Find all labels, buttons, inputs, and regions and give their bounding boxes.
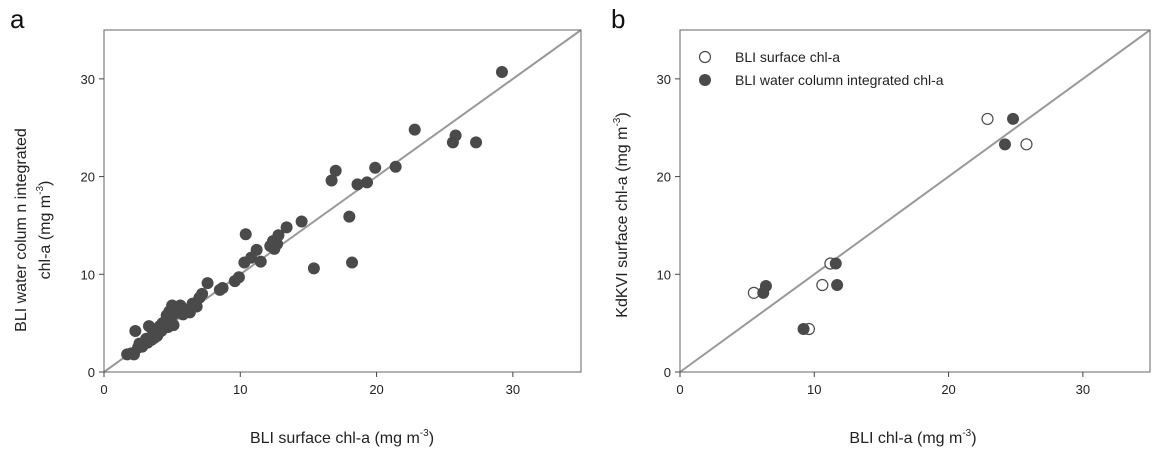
panel-b-x-axis-unit-close: ) (971, 430, 976, 447)
panel-a-y-axis-label-line2: chl-a (mg m-3) (35, 181, 54, 280)
panel-a-data-point (272, 229, 285, 242)
panel-b-one-to-one-line (679, 29, 1151, 373)
panel-a-y-axis-title: chl-a (37, 245, 54, 280)
panel-a-x-ticks: 0 10 20 30 (100, 372, 520, 397)
panel-a-data-point (449, 129, 462, 142)
panel-b-surface-point (981, 112, 994, 126)
panel-b-plot-frame (679, 29, 1151, 373)
panel-b-y-tick-label: 0 (664, 365, 671, 380)
panel-b-y-axis-unit-close: ) (614, 112, 631, 117)
panel-b-water-column-point (829, 257, 842, 270)
panel-b-legend: BLI surface chl-a BLI water column integ… (698, 49, 944, 88)
panel-b-y-tick-label: 10 (657, 267, 671, 282)
panel-a-data-point (216, 281, 229, 294)
panel-a-x-tick-label: 20 (369, 382, 383, 397)
panel-b-points (747, 112, 1033, 336)
panel-a-y-axis-unit: (mg m (37, 195, 54, 240)
panel-a-data-point (239, 228, 252, 241)
panel-b-y-axis-title: KdKVI surface chl-a (614, 176, 631, 318)
legend-filled-circle-icon (699, 74, 711, 86)
panel-a-x-tick-label: 10 (233, 382, 247, 397)
panel-a-y-tick-label: 0 (88, 365, 95, 380)
panel-a-data-point (351, 178, 364, 191)
panel-a-x-axis-label: BLI surface chl-a (mg m-3) (250, 428, 434, 447)
panel-a-data-point (329, 164, 342, 177)
panel-a-y-tick-label: 10 (81, 267, 95, 282)
panel-a-x-axis-unit-exponent: -3 (420, 428, 429, 439)
panel-a-data-point (254, 255, 267, 268)
panel-b-y-axis-unit: (mg m (614, 127, 631, 172)
panel-b-x-axis-title: BLI chl-a (849, 430, 912, 447)
panel-a-data-point (232, 271, 245, 284)
panel-a-y-tick-label: 20 (81, 170, 95, 185)
legend-label-surface: BLI surface chl-a (735, 49, 840, 65)
panel-a-data-point (196, 287, 209, 300)
panel-b-y-tick-label: 30 (657, 72, 671, 87)
panel-a-data-point (408, 123, 421, 136)
panel-a-y-axis-unit-exponent: -3 (35, 186, 46, 195)
panel-b-y-axis-unit-exponent: -3 (612, 117, 623, 126)
legend-label-water-column: BLI water column integrated chl-a (735, 72, 944, 88)
panel-b-y-axis-label: KdKVI surface chl-a (mg m-3) (612, 112, 631, 317)
panel-a-x-axis-unit: (mg m (374, 430, 419, 447)
panel-a-data-point (495, 66, 508, 79)
panel-b-x-tick-label: 10 (807, 382, 821, 397)
panel-b: b 0 10 20 30 0 10 20 30 BLI surface chl- (611, 4, 1151, 447)
panel-a-data-point (295, 215, 308, 228)
panel-a-y-axis-label-line1: BLI water colum n integrated (13, 128, 30, 332)
panel-a-y-axis-unit-close: ) (37, 181, 54, 186)
legend-open-circle-icon (698, 50, 712, 64)
panel-a-data-point (361, 176, 374, 189)
panel-b-water-column-point (1007, 112, 1020, 125)
panel-b-x-tick-label: 20 (941, 382, 955, 397)
panel-b-x-axis-unit-exponent: -3 (962, 428, 971, 439)
panel-a-y-tick-label: 30 (81, 72, 95, 87)
panel-b-letter: b (611, 4, 625, 34)
panel-a-data-point (343, 210, 356, 223)
panel-a-x-axis-title: BLI surface chl-a (250, 430, 370, 447)
panel-b-x-tick-label: 30 (1076, 382, 1090, 397)
panel-b-x-tick-label: 0 (676, 382, 683, 397)
panel-a: a 0 10 20 30 0 10 20 30 BLI surface chl-… (10, 4, 582, 447)
panel-b-x-ticks: 0 10 20 30 (676, 372, 1090, 397)
panel-a-data-point (129, 324, 142, 337)
panel-a-y-ticks: 0 10 20 30 (81, 72, 104, 380)
panel-a-data-point (280, 221, 293, 234)
panel-b-x-axis-unit: (mg m (917, 430, 962, 447)
panel-b-x-axis-label: BLI chl-a (mg m-3) (849, 428, 976, 447)
panel-a-data-point (271, 237, 284, 250)
panel-b-surface-point (1020, 138, 1033, 151)
panel-a-x-tick-label: 30 (506, 382, 520, 397)
panel-b-water-column-point (831, 279, 844, 292)
panel-a-data-point (201, 277, 214, 290)
panel-a-data-point (250, 243, 263, 256)
panel-a-data-point (167, 319, 180, 332)
panel-a-data-point (470, 136, 483, 149)
panel-b-water-column-point (797, 323, 810, 336)
panel-b-y-ticks: 0 10 20 30 (657, 72, 680, 380)
panel-b-surface-point (816, 278, 829, 292)
panel-a-letter: a (10, 4, 25, 34)
panel-a-x-axis-unit-close: ) (429, 430, 434, 447)
panel-b-water-column-point (759, 280, 772, 293)
panel-a-data-point (346, 256, 359, 269)
panel-a-data-point (369, 161, 382, 174)
panel-a-x-tick-label: 0 (100, 382, 107, 397)
panel-b-water-column-point (998, 138, 1011, 151)
panel-b-y-tick-label: 20 (657, 170, 671, 185)
panel-a-data-point (389, 160, 402, 173)
panel-a-data-point (325, 174, 338, 187)
panel-a-plot-frame (103, 29, 582, 373)
panel-a-data-point (307, 262, 320, 275)
panel-a-points (121, 66, 508, 361)
